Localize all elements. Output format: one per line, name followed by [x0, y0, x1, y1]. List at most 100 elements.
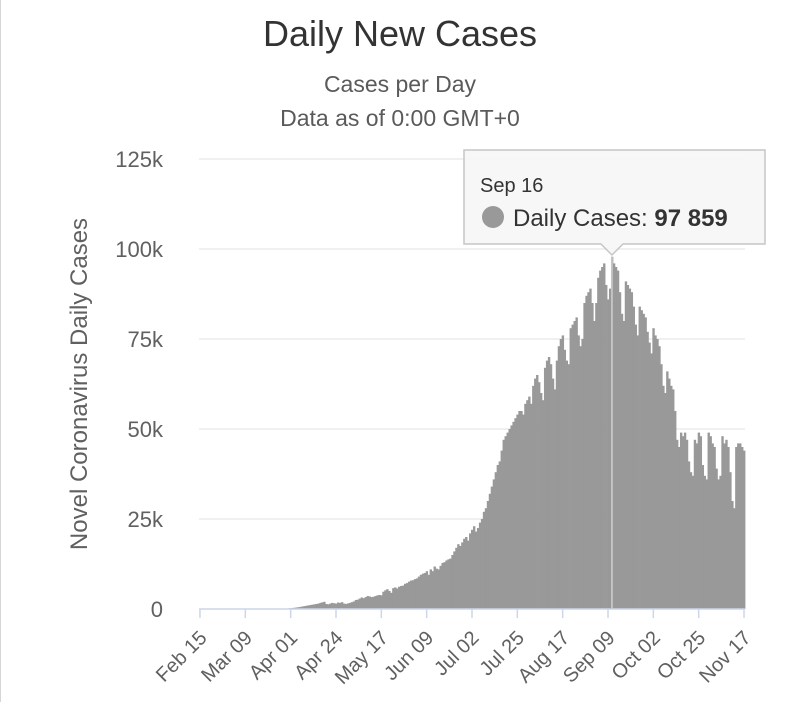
bar[interactable] — [652, 328, 655, 609]
bar[interactable] — [642, 313, 645, 609]
bar[interactable] — [364, 597, 367, 609]
bar[interactable] — [695, 443, 699, 609]
bar[interactable] — [321, 602, 324, 609]
bar[interactable] — [463, 538, 466, 609]
bar[interactable] — [350, 602, 354, 609]
bar[interactable] — [524, 403, 527, 609]
bar[interactable] — [467, 540, 470, 609]
bar[interactable] — [449, 558, 452, 609]
bar[interactable] — [575, 317, 578, 609]
bar[interactable] — [717, 479, 720, 609]
bar[interactable] — [327, 604, 330, 609]
bar[interactable] — [348, 602, 352, 609]
bar[interactable] — [329, 603, 332, 609]
bar[interactable] — [668, 378, 671, 609]
bar[interactable] — [402, 585, 405, 609]
bar[interactable] — [577, 335, 580, 609]
bar[interactable] — [721, 436, 724, 609]
bar[interactable] — [743, 450, 746, 609]
bar[interactable] — [567, 364, 570, 609]
bar[interactable] — [396, 588, 399, 609]
bar[interactable] — [415, 578, 419, 609]
bar[interactable] — [536, 375, 539, 609]
bar[interactable] — [693, 439, 697, 609]
bar[interactable] — [317, 603, 320, 609]
bar[interactable] — [488, 493, 492, 609]
bar[interactable] — [583, 303, 586, 609]
bar[interactable] — [376, 595, 379, 609]
bar[interactable] — [541, 400, 545, 609]
bar[interactable] — [605, 285, 608, 609]
bar[interactable] — [733, 508, 736, 609]
bar[interactable] — [648, 342, 651, 609]
bar[interactable] — [465, 537, 468, 609]
bar[interactable] — [729, 472, 732, 609]
bar[interactable] — [540, 393, 543, 609]
bar[interactable] — [660, 364, 663, 609]
bar[interactable] — [297, 607, 300, 609]
bar[interactable] — [607, 299, 610, 609]
bar[interactable] — [662, 385, 665, 609]
bar[interactable] — [632, 306, 636, 609]
bar[interactable] — [366, 596, 369, 609]
bar[interactable] — [654, 335, 657, 609]
bar[interactable] — [626, 285, 630, 609]
bar[interactable] — [342, 603, 346, 609]
bar[interactable] — [374, 596, 377, 609]
bar[interactable] — [309, 605, 312, 609]
bar[interactable] — [701, 465, 705, 609]
bar[interactable] — [532, 385, 535, 609]
bar[interactable] — [405, 583, 409, 609]
bar[interactable] — [737, 443, 740, 609]
bar[interactable] — [624, 281, 628, 609]
bar[interactable] — [725, 439, 728, 609]
bar[interactable] — [514, 418, 517, 609]
bar[interactable] — [563, 349, 567, 609]
bar[interactable] — [492, 479, 496, 609]
bar[interactable] — [333, 603, 336, 609]
bar[interactable] — [719, 475, 722, 609]
bar[interactable] — [689, 472, 693, 609]
bar[interactable] — [705, 479, 708, 609]
bar[interactable] — [735, 447, 738, 609]
bar[interactable] — [573, 321, 576, 609]
bar[interactable] — [360, 597, 364, 609]
bar[interactable] — [500, 450, 503, 609]
bar[interactable] — [547, 357, 551, 609]
bar[interactable] — [372, 596, 375, 609]
bar[interactable] — [650, 353, 653, 609]
bar[interactable] — [338, 602, 342, 609]
bar[interactable] — [555, 360, 559, 609]
bar[interactable] — [400, 585, 403, 609]
bar[interactable] — [530, 403, 533, 609]
bar[interactable] — [380, 595, 383, 609]
bar[interactable] — [666, 371, 669, 609]
bar[interactable] — [295, 607, 298, 609]
bar[interactable] — [622, 321, 626, 609]
bar[interactable] — [311, 604, 314, 609]
bar[interactable] — [494, 472, 498, 609]
bar[interactable] — [480, 519, 484, 609]
bar[interactable] — [457, 544, 460, 609]
bar[interactable] — [614, 267, 618, 609]
bar[interactable] — [476, 528, 480, 609]
bar[interactable] — [711, 443, 714, 609]
bar[interactable] — [571, 324, 574, 609]
bar[interactable] — [699, 436, 703, 609]
bar[interactable] — [370, 597, 373, 609]
bar[interactable] — [664, 393, 667, 609]
bar[interactable] — [335, 603, 338, 609]
bar[interactable] — [707, 432, 710, 609]
bar[interactable] — [677, 447, 681, 609]
bar[interactable] — [739, 443, 742, 609]
bar[interactable] — [469, 533, 472, 609]
bar[interactable] — [352, 601, 356, 609]
bar[interactable] — [557, 346, 561, 609]
bar[interactable] — [429, 569, 432, 609]
bar[interactable] — [545, 360, 549, 609]
bar[interactable] — [723, 443, 726, 609]
bar[interactable] — [597, 277, 600, 609]
bar[interactable] — [390, 592, 393, 609]
bar[interactable] — [447, 559, 450, 609]
bar[interactable] — [601, 267, 604, 609]
